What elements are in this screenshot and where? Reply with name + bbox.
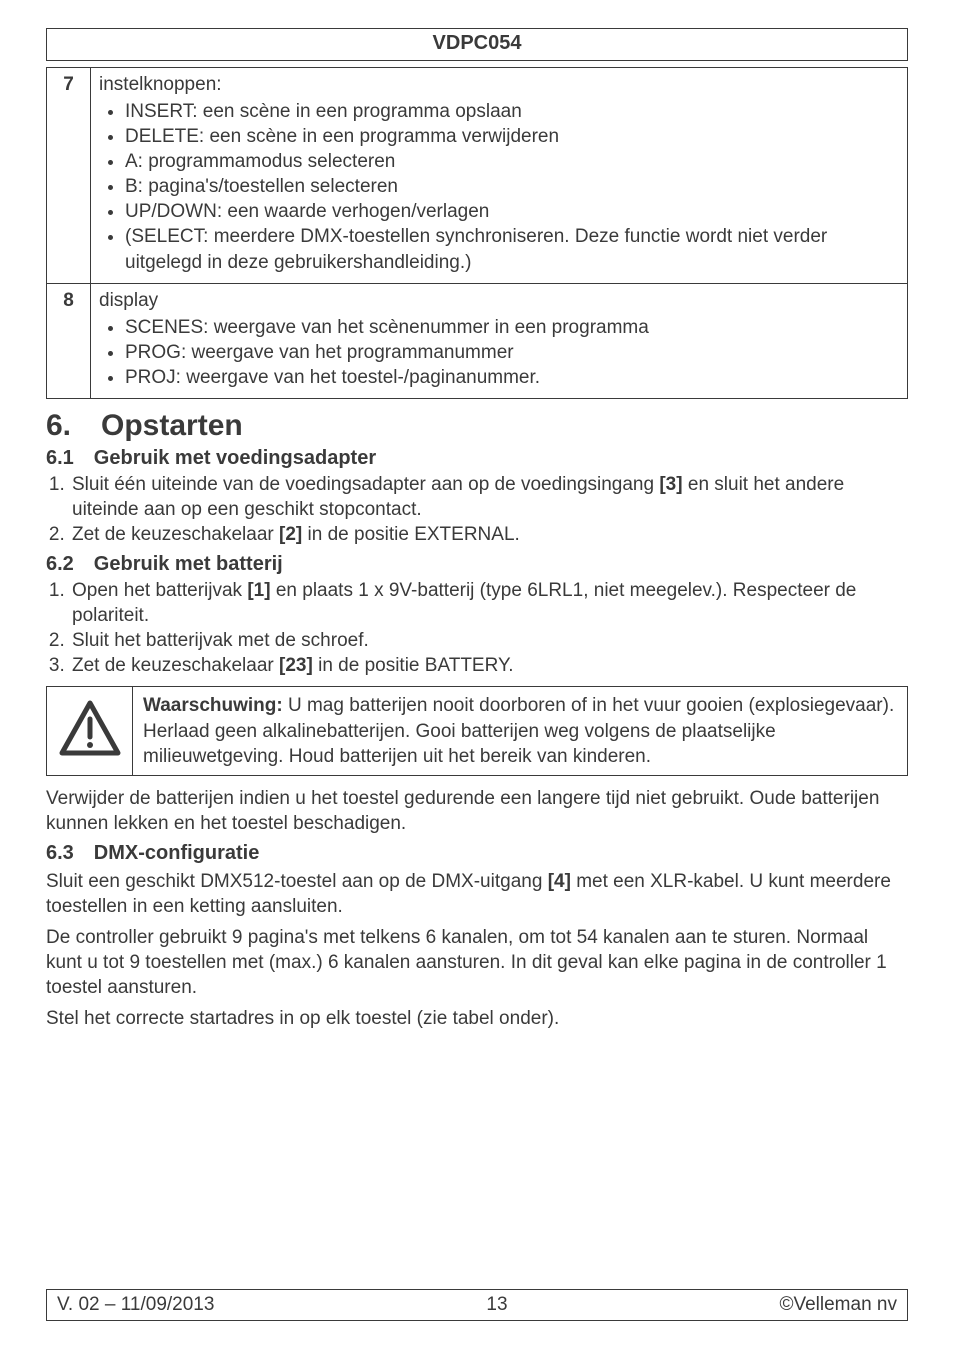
section-6-1-heading: 6.1 Gebruik met voedingsadapter xyxy=(46,447,908,470)
row-title: display xyxy=(99,290,158,311)
feature-table: 7 instelknoppen: INSERT: een scène in ee… xyxy=(46,67,908,399)
step-item: Zet de keuzeschakelaar [23] in de positi… xyxy=(70,653,908,678)
section-6-2-heading: 6.2 Gebruik met batterij xyxy=(46,553,908,576)
list-item: INSERT: een scène in een programma opsla… xyxy=(125,99,899,124)
list-item: PROG: weergave van het programmanummer xyxy=(125,340,899,365)
list-item: (SELECT: meerdere DMX-toestellen synchro… xyxy=(125,224,899,274)
page-footer: V. 02 – 11/09/2013 13 ©Velleman nv xyxy=(46,1289,908,1321)
table-row: 7 instelknoppen: INSERT: een scène in ee… xyxy=(47,68,908,284)
footer-copyright: ©Velleman nv xyxy=(779,1294,897,1316)
step-item: Sluit één uiteinde van de voedingsadapte… xyxy=(70,472,908,522)
section-6-1-steps: Sluit één uiteinde van de voedingsadapte… xyxy=(46,472,908,547)
section-6-2-steps: Open het batterijvak [1] en plaats 1 x 9… xyxy=(46,578,908,678)
step-item: Zet de keuzeschakelaar [2] in de positie… xyxy=(70,522,908,547)
row-number: 7 xyxy=(47,68,91,284)
step-item: Sluit het batterijvak met de schroef. xyxy=(70,628,908,653)
list-item: A: programmamodus selecteren xyxy=(125,149,899,174)
warning-text: Waarschuwing: U mag batterijen nooit doo… xyxy=(133,687,908,775)
list-item: SCENES: weergave van het scènenummer in … xyxy=(125,315,899,340)
row-number: 8 xyxy=(47,283,91,398)
warning-box: Waarschuwing: U mag batterijen nooit doo… xyxy=(46,686,908,775)
row-bullets: INSERT: een scène in een programma opsla… xyxy=(99,99,899,275)
section-6-3-heading: 6.3 DMX-configuratie xyxy=(46,842,908,865)
section-6-heading: 6. Opstarten xyxy=(46,409,908,443)
row-title: instelknoppen: xyxy=(99,74,222,95)
step-item: Open het batterijvak [1] en plaats 1 x 9… xyxy=(70,578,908,628)
after-warning-text: Verwijder de batterijen indien u het toe… xyxy=(46,786,908,836)
section-6-3-p3: Stel het correcte startadres in op elk t… xyxy=(46,1006,908,1031)
table-row: 8 display SCENES: weergave van het scène… xyxy=(47,283,908,398)
warning-icon-cell xyxy=(47,687,133,775)
row-content: instelknoppen: INSERT: een scène in een … xyxy=(91,68,908,284)
list-item: PROJ: weergave van het toestel-/paginanu… xyxy=(125,365,899,390)
list-item: UP/DOWN: een waarde verhogen/verlagen xyxy=(125,199,899,224)
list-item: DELETE: een scène in een programma verwi… xyxy=(125,124,899,149)
list-item: B: pagina's/toestellen selecteren xyxy=(125,174,899,199)
header-title: VDPC054 xyxy=(46,28,908,61)
row-content: display SCENES: weergave van het scènenu… xyxy=(91,283,908,398)
warning-icon xyxy=(58,699,122,757)
section-6-3-p2: De controller gebruikt 9 pagina's met te… xyxy=(46,925,908,1000)
row-bullets: SCENES: weergave van het scènenummer in … xyxy=(99,315,899,390)
footer-version: V. 02 – 11/09/2013 xyxy=(57,1294,214,1316)
footer-page-number: 13 xyxy=(486,1294,507,1316)
section-6-3-p1: Sluit een geschikt DMX512-toestel aan op… xyxy=(46,869,908,919)
